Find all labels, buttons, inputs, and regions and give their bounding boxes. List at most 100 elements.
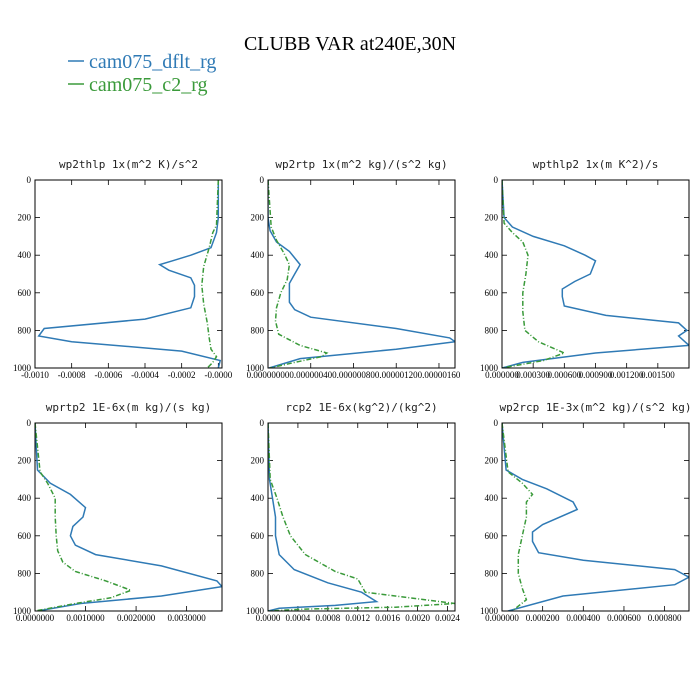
panel-frame: [501, 422, 690, 612]
y-tick-label: 600: [18, 288, 32, 298]
y-tick-label: 0: [494, 418, 499, 428]
y-tick-label: 1000: [480, 606, 499, 616]
y-tick-label: 800: [485, 568, 499, 578]
series-line-c2: [268, 423, 455, 611]
x-tick-label: -0.0006: [94, 370, 122, 380]
y-tick-label: 1000: [13, 606, 32, 616]
panel-5: wp2rcp 1E-3x(m^2 kg)/(s^2 kg)0 200 400 600 8…: [480, 401, 692, 623]
x-tick-label: 0.00000120: [375, 370, 418, 380]
y-tick-label: 1000: [246, 606, 265, 616]
panel-0: wp2thlp 1x(m^2 K)/s^202004006008001000-0…: [13, 158, 233, 380]
x-tick-label: 0.000600: [547, 370, 581, 380]
series-line-dflt: [502, 180, 689, 368]
panel-title: wp2rcp 1E-3x(m^2 kg)/(s^2 kg): [499, 401, 691, 414]
y-tick-label: 0: [494, 175, 499, 185]
y-tick-label: 1000: [246, 363, 265, 373]
y-tick-label: 400: [485, 493, 499, 503]
x-tick-label: 0.0030000: [167, 613, 206, 623]
x-tick-label: 0.0010000: [66, 613, 105, 623]
x-tick-label: 0.0024: [435, 613, 460, 623]
y-tick-label: 400: [251, 250, 265, 260]
series-line-dflt: [37, 180, 222, 368]
y-tick-label: 200: [18, 456, 32, 466]
y-tick-label: 200: [251, 213, 265, 223]
panel-4: rcp2 1E-6x(kg^2)/(kg^2) 0 200 400 600 800 1000…: [246, 401, 460, 623]
x-tick-label: -0.0008: [58, 370, 86, 380]
series-line-dflt: [502, 423, 689, 611]
y-tick-label: 800: [485, 325, 499, 335]
x-tick-label: 0.0012: [345, 613, 370, 623]
series-line-c2: [35, 423, 134, 611]
panel-frame: [34, 179, 223, 369]
x-tick-label: 0.000600: [607, 613, 641, 623]
panel-frame: [34, 422, 223, 612]
y-tick-label: 600: [485, 288, 499, 298]
x-tick-label: 0.00000000: [247, 370, 290, 380]
panel-title: wprtp2 1E-6x(m kg)/(s kg): [46, 401, 212, 414]
y-tick-label: 600: [251, 531, 265, 541]
x-tick-label: 0.001200: [610, 370, 644, 380]
panel-frame: [501, 179, 690, 369]
y-tick-label: 1000: [480, 363, 499, 373]
x-tick-label: 0.000000: [485, 613, 519, 623]
legend-item-c2: cam075_c2_rg: [68, 74, 208, 96]
series-line-dflt: [268, 180, 455, 368]
y-tick-label: 0: [260, 418, 265, 428]
x-tick-label: 0.0016: [375, 613, 400, 623]
y-tick-label: 200: [18, 213, 32, 223]
y-tick-label: 400: [485, 250, 499, 260]
x-tick-label: 0.000800: [648, 613, 682, 623]
y-tick-label: 600: [251, 288, 265, 298]
y-tick-label: 800: [18, 568, 32, 578]
series-line-dflt: [268, 423, 379, 611]
panel-title: wp2rtp 1x(m^2 kg)/(s^2 kg): [275, 158, 447, 171]
x-tick-label: 0.000900: [579, 370, 613, 380]
x-tick-label: -0.0010: [21, 370, 49, 380]
panel-2: wpthlp2 1x(m K^2)/s020040060080010000.00…: [480, 158, 690, 380]
panel-frame: [267, 179, 456, 369]
panel-title: rcp2 1E-6x(kg^2)/(kg^2): [285, 401, 437, 414]
series-line-c2: [268, 180, 329, 368]
series-line-c2: [201, 180, 220, 368]
y-tick-label: 0: [27, 175, 32, 185]
y-tick-label: 800: [251, 325, 265, 335]
panel-title: wpthlp2 1x(m K^2)/s: [533, 158, 659, 171]
x-tick-label: 0.0020000: [117, 613, 156, 623]
y-tick-label: 800: [18, 325, 32, 335]
series-line-c2: [502, 180, 567, 368]
x-tick-label: -0.0000: [204, 370, 232, 380]
x-tick-label: 0.0000: [256, 613, 281, 623]
x-tick-label: -0.0004: [131, 370, 159, 380]
legend: cam075_dflt_rg cam075_c2_rg: [68, 51, 216, 96]
series-line-dflt: [35, 423, 222, 611]
y-tick-label: 0: [27, 418, 32, 428]
y-tick-label: 400: [18, 250, 32, 260]
x-tick-label: 0.000000: [485, 370, 519, 380]
y-tick-label: 0: [260, 175, 265, 185]
x-tick-label: 0.000400: [566, 613, 600, 623]
y-tick-label: 400: [251, 493, 265, 503]
x-tick-label: 0.00000160: [418, 370, 461, 380]
figure-title: CLUBB VAR at240E,30N: [244, 33, 456, 55]
x-tick-label: 0.0000000: [16, 613, 55, 623]
panel-3: wprtp2 1E-6x(m kg)/(s kg) 0 200 400 600 800 10…: [13, 401, 223, 623]
legend-label-c2: cam075_c2_rg: [89, 74, 208, 96]
series-line-c2: [502, 423, 534, 611]
legend-label-dflt: cam075_dflt_rg: [89, 51, 216, 73]
y-tick-label: 200: [251, 456, 265, 466]
panel-title: wp2thlp 1x(m^2 K)/s^2: [59, 158, 198, 171]
y-tick-label: 200: [485, 213, 499, 223]
y-tick-label: 600: [18, 531, 32, 541]
panel-frame: [267, 422, 456, 612]
x-tick-label: 0.00000040: [289, 370, 332, 380]
x-tick-label: 0.001500: [641, 370, 675, 380]
x-tick-label: 0.000300: [516, 370, 550, 380]
x-tick-label: 0.0008: [315, 613, 340, 623]
x-tick-label: 0.0004: [286, 613, 311, 623]
x-tick-label: 0.000200: [526, 613, 560, 623]
panel-1: wp2rtp 1x(m^2 kg)/(s^2 kg) 0 200 400 600 800 1…: [246, 158, 461, 380]
y-tick-label: 600: [485, 531, 499, 541]
legend-item-dflt: cam075_dflt_rg: [68, 51, 216, 73]
panels: wp2thlp 1x(m^2 K)/s^2 0 200 400 600 800 1000 -0…: [13, 158, 692, 623]
